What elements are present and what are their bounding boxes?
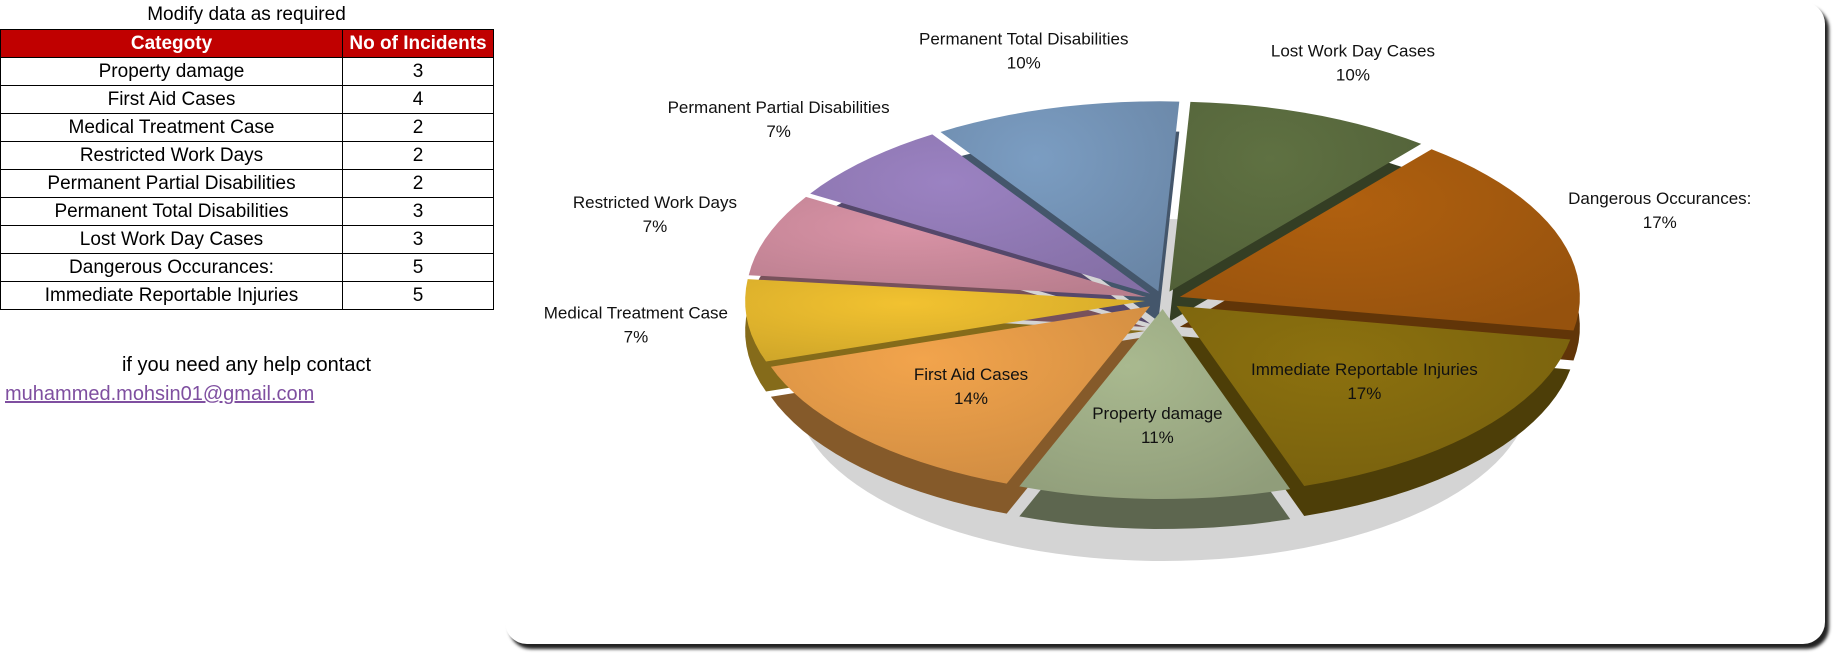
row: Permanent Partial Disabilities 2	[0, 169, 494, 198]
row: Permanent Total Disabilities 3	[0, 197, 494, 226]
pie-slice	[1179, 149, 1580, 331]
slice-label: Medical Treatment Case	[544, 303, 728, 322]
cell: 2	[342, 141, 494, 170]
cell: Dangerous Occurances:	[0, 253, 343, 282]
help-text: if you need any help contact	[121, 354, 372, 376]
pie-slice	[810, 134, 1151, 294]
slice-percent: 14%	[954, 389, 988, 408]
cell: Lost Work Day Cases	[0, 225, 343, 254]
slice-label: Dangerous Occurances:	[1568, 189, 1751, 208]
slice-label: Permanent Partial Disabilities	[668, 98, 890, 117]
cell: First Aid Cases	[0, 85, 343, 114]
slice-percent: 10%	[1336, 66, 1370, 85]
pie-slice	[1019, 308, 1291, 499]
header-row: Categoty No of Incidents	[0, 29, 494, 58]
row: Immediate Reportable Injuries 5	[0, 281, 494, 310]
cell: Property damage	[0, 57, 343, 86]
pie-slice	[748, 196, 1147, 298]
row: Property damage 3	[0, 57, 494, 86]
cell: Immediate Reportable Injuries	[0, 281, 343, 310]
pie-slice	[745, 279, 1146, 362]
cell: Permanent Total Disabilities	[0, 197, 343, 226]
row: Restricted Work Days 2	[0, 141, 494, 170]
slice-percent: 17%	[1643, 213, 1677, 232]
cell: 5	[342, 253, 494, 282]
slice-label: Permanent Total Disabilities	[919, 30, 1128, 49]
cell: 2	[342, 169, 494, 198]
row: Medical Treatment Case 2	[0, 113, 494, 142]
header-cell: No of Incidents	[342, 29, 494, 58]
pie-slice	[1169, 101, 1422, 292]
cell: 3	[342, 197, 494, 226]
row: First Aid Cases 4	[0, 85, 494, 114]
slice-label: Property damage	[1092, 404, 1222, 423]
data-table: Categoty No of Incidents Property damage 3 F…	[0, 29, 494, 310]
slice-percent: 7%	[766, 122, 791, 141]
slice-percent: 11%	[1141, 428, 1174, 447]
cell: Restricted Work Days	[0, 141, 343, 170]
slice-percent: 7%	[643, 217, 668, 236]
email-link[interactable]: muhammed.mohsin01@gmail.com	[5, 383, 315, 405]
cell: Medical Treatment Case	[0, 113, 343, 142]
row: Dangerous Occurances: 5	[0, 253, 494, 282]
slice-label: Restricted Work Days	[573, 193, 737, 212]
pie-slice	[1176, 305, 1571, 486]
pie-slice	[940, 101, 1180, 292]
row: Lost Work Day Cases 3	[0, 225, 494, 254]
slice-label: Immediate Reportable Injuries	[1251, 360, 1478, 379]
cell: 5	[342, 281, 494, 310]
slice-percent: 17%	[1347, 384, 1381, 403]
note: Modify data as required	[147, 4, 346, 25]
cell: Permanent Partial Disabilities	[0, 169, 343, 198]
pie-slice	[770, 306, 1151, 484]
slice-percent: 7%	[624, 327, 649, 346]
slice-label: First Aid Cases	[914, 365, 1028, 384]
slice-percent: 10%	[1007, 54, 1041, 73]
cell: 4	[342, 85, 494, 114]
slice-label: Lost Work Day Cases	[1271, 42, 1435, 61]
